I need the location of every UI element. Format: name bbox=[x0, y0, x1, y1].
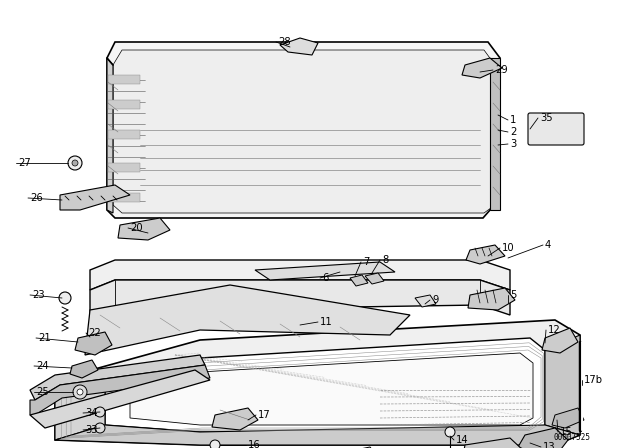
Polygon shape bbox=[85, 285, 410, 355]
Text: 25: 25 bbox=[36, 387, 49, 397]
Polygon shape bbox=[343, 447, 378, 448]
Text: 2: 2 bbox=[510, 127, 516, 137]
Polygon shape bbox=[542, 328, 578, 353]
Circle shape bbox=[95, 407, 105, 417]
Circle shape bbox=[210, 440, 220, 448]
Text: 11: 11 bbox=[320, 317, 333, 327]
Text: 4: 4 bbox=[545, 240, 551, 250]
Polygon shape bbox=[108, 130, 140, 139]
Polygon shape bbox=[280, 38, 318, 55]
Polygon shape bbox=[108, 163, 140, 172]
Text: 23: 23 bbox=[32, 290, 45, 300]
Text: 17b: 17b bbox=[584, 375, 603, 385]
Circle shape bbox=[72, 160, 78, 166]
Polygon shape bbox=[466, 245, 505, 264]
Text: 8: 8 bbox=[382, 255, 388, 265]
Polygon shape bbox=[552, 408, 584, 428]
Polygon shape bbox=[55, 425, 580, 445]
Text: 29: 29 bbox=[495, 65, 508, 75]
Text: 15: 15 bbox=[560, 427, 573, 437]
Text: 1: 1 bbox=[510, 115, 516, 125]
Polygon shape bbox=[60, 185, 130, 210]
Polygon shape bbox=[212, 408, 258, 430]
Polygon shape bbox=[105, 338, 545, 432]
Polygon shape bbox=[130, 353, 533, 425]
Text: 22: 22 bbox=[88, 328, 100, 338]
Polygon shape bbox=[113, 50, 495, 213]
Polygon shape bbox=[30, 370, 210, 428]
Circle shape bbox=[68, 156, 82, 170]
Polygon shape bbox=[55, 380, 105, 440]
Polygon shape bbox=[90, 280, 510, 330]
Text: 13: 13 bbox=[543, 442, 556, 448]
Polygon shape bbox=[518, 428, 568, 448]
Text: 35: 35 bbox=[540, 113, 552, 123]
Text: 17: 17 bbox=[258, 410, 271, 420]
Polygon shape bbox=[75, 332, 112, 355]
Circle shape bbox=[95, 423, 105, 433]
Polygon shape bbox=[90, 260, 510, 290]
Polygon shape bbox=[462, 438, 525, 448]
Polygon shape bbox=[365, 273, 384, 284]
Text: 14: 14 bbox=[456, 435, 468, 445]
Polygon shape bbox=[107, 42, 500, 218]
Text: 9: 9 bbox=[432, 295, 438, 305]
Text: 27: 27 bbox=[18, 158, 31, 168]
FancyBboxPatch shape bbox=[528, 113, 584, 145]
Polygon shape bbox=[415, 295, 436, 307]
Text: 00007525: 00007525 bbox=[553, 433, 590, 442]
Polygon shape bbox=[108, 75, 140, 84]
Polygon shape bbox=[468, 288, 515, 310]
Polygon shape bbox=[545, 335, 580, 435]
Polygon shape bbox=[30, 355, 205, 400]
Polygon shape bbox=[118, 218, 170, 240]
Polygon shape bbox=[30, 365, 210, 415]
Text: 28: 28 bbox=[278, 37, 291, 47]
Polygon shape bbox=[70, 360, 98, 378]
Text: 20: 20 bbox=[130, 223, 143, 233]
Polygon shape bbox=[255, 262, 395, 280]
Text: 3: 3 bbox=[510, 139, 516, 149]
Text: 26: 26 bbox=[30, 193, 43, 203]
Polygon shape bbox=[108, 100, 140, 109]
Polygon shape bbox=[462, 58, 502, 78]
Text: 21: 21 bbox=[38, 333, 51, 343]
Text: 24: 24 bbox=[36, 361, 49, 371]
Circle shape bbox=[73, 385, 87, 399]
Polygon shape bbox=[55, 320, 580, 445]
Circle shape bbox=[445, 427, 455, 437]
Text: 6: 6 bbox=[322, 273, 328, 283]
Circle shape bbox=[77, 389, 83, 395]
Polygon shape bbox=[490, 58, 500, 210]
Text: 10: 10 bbox=[502, 243, 515, 253]
Polygon shape bbox=[108, 193, 140, 202]
Text: 7: 7 bbox=[363, 257, 369, 267]
Text: 34: 34 bbox=[85, 408, 97, 418]
Circle shape bbox=[59, 292, 71, 304]
Text: 16: 16 bbox=[248, 440, 260, 448]
Text: 5: 5 bbox=[510, 290, 516, 300]
Text: 12: 12 bbox=[548, 325, 561, 335]
Text: 33: 33 bbox=[85, 425, 97, 435]
Polygon shape bbox=[350, 275, 368, 286]
Polygon shape bbox=[107, 58, 113, 213]
